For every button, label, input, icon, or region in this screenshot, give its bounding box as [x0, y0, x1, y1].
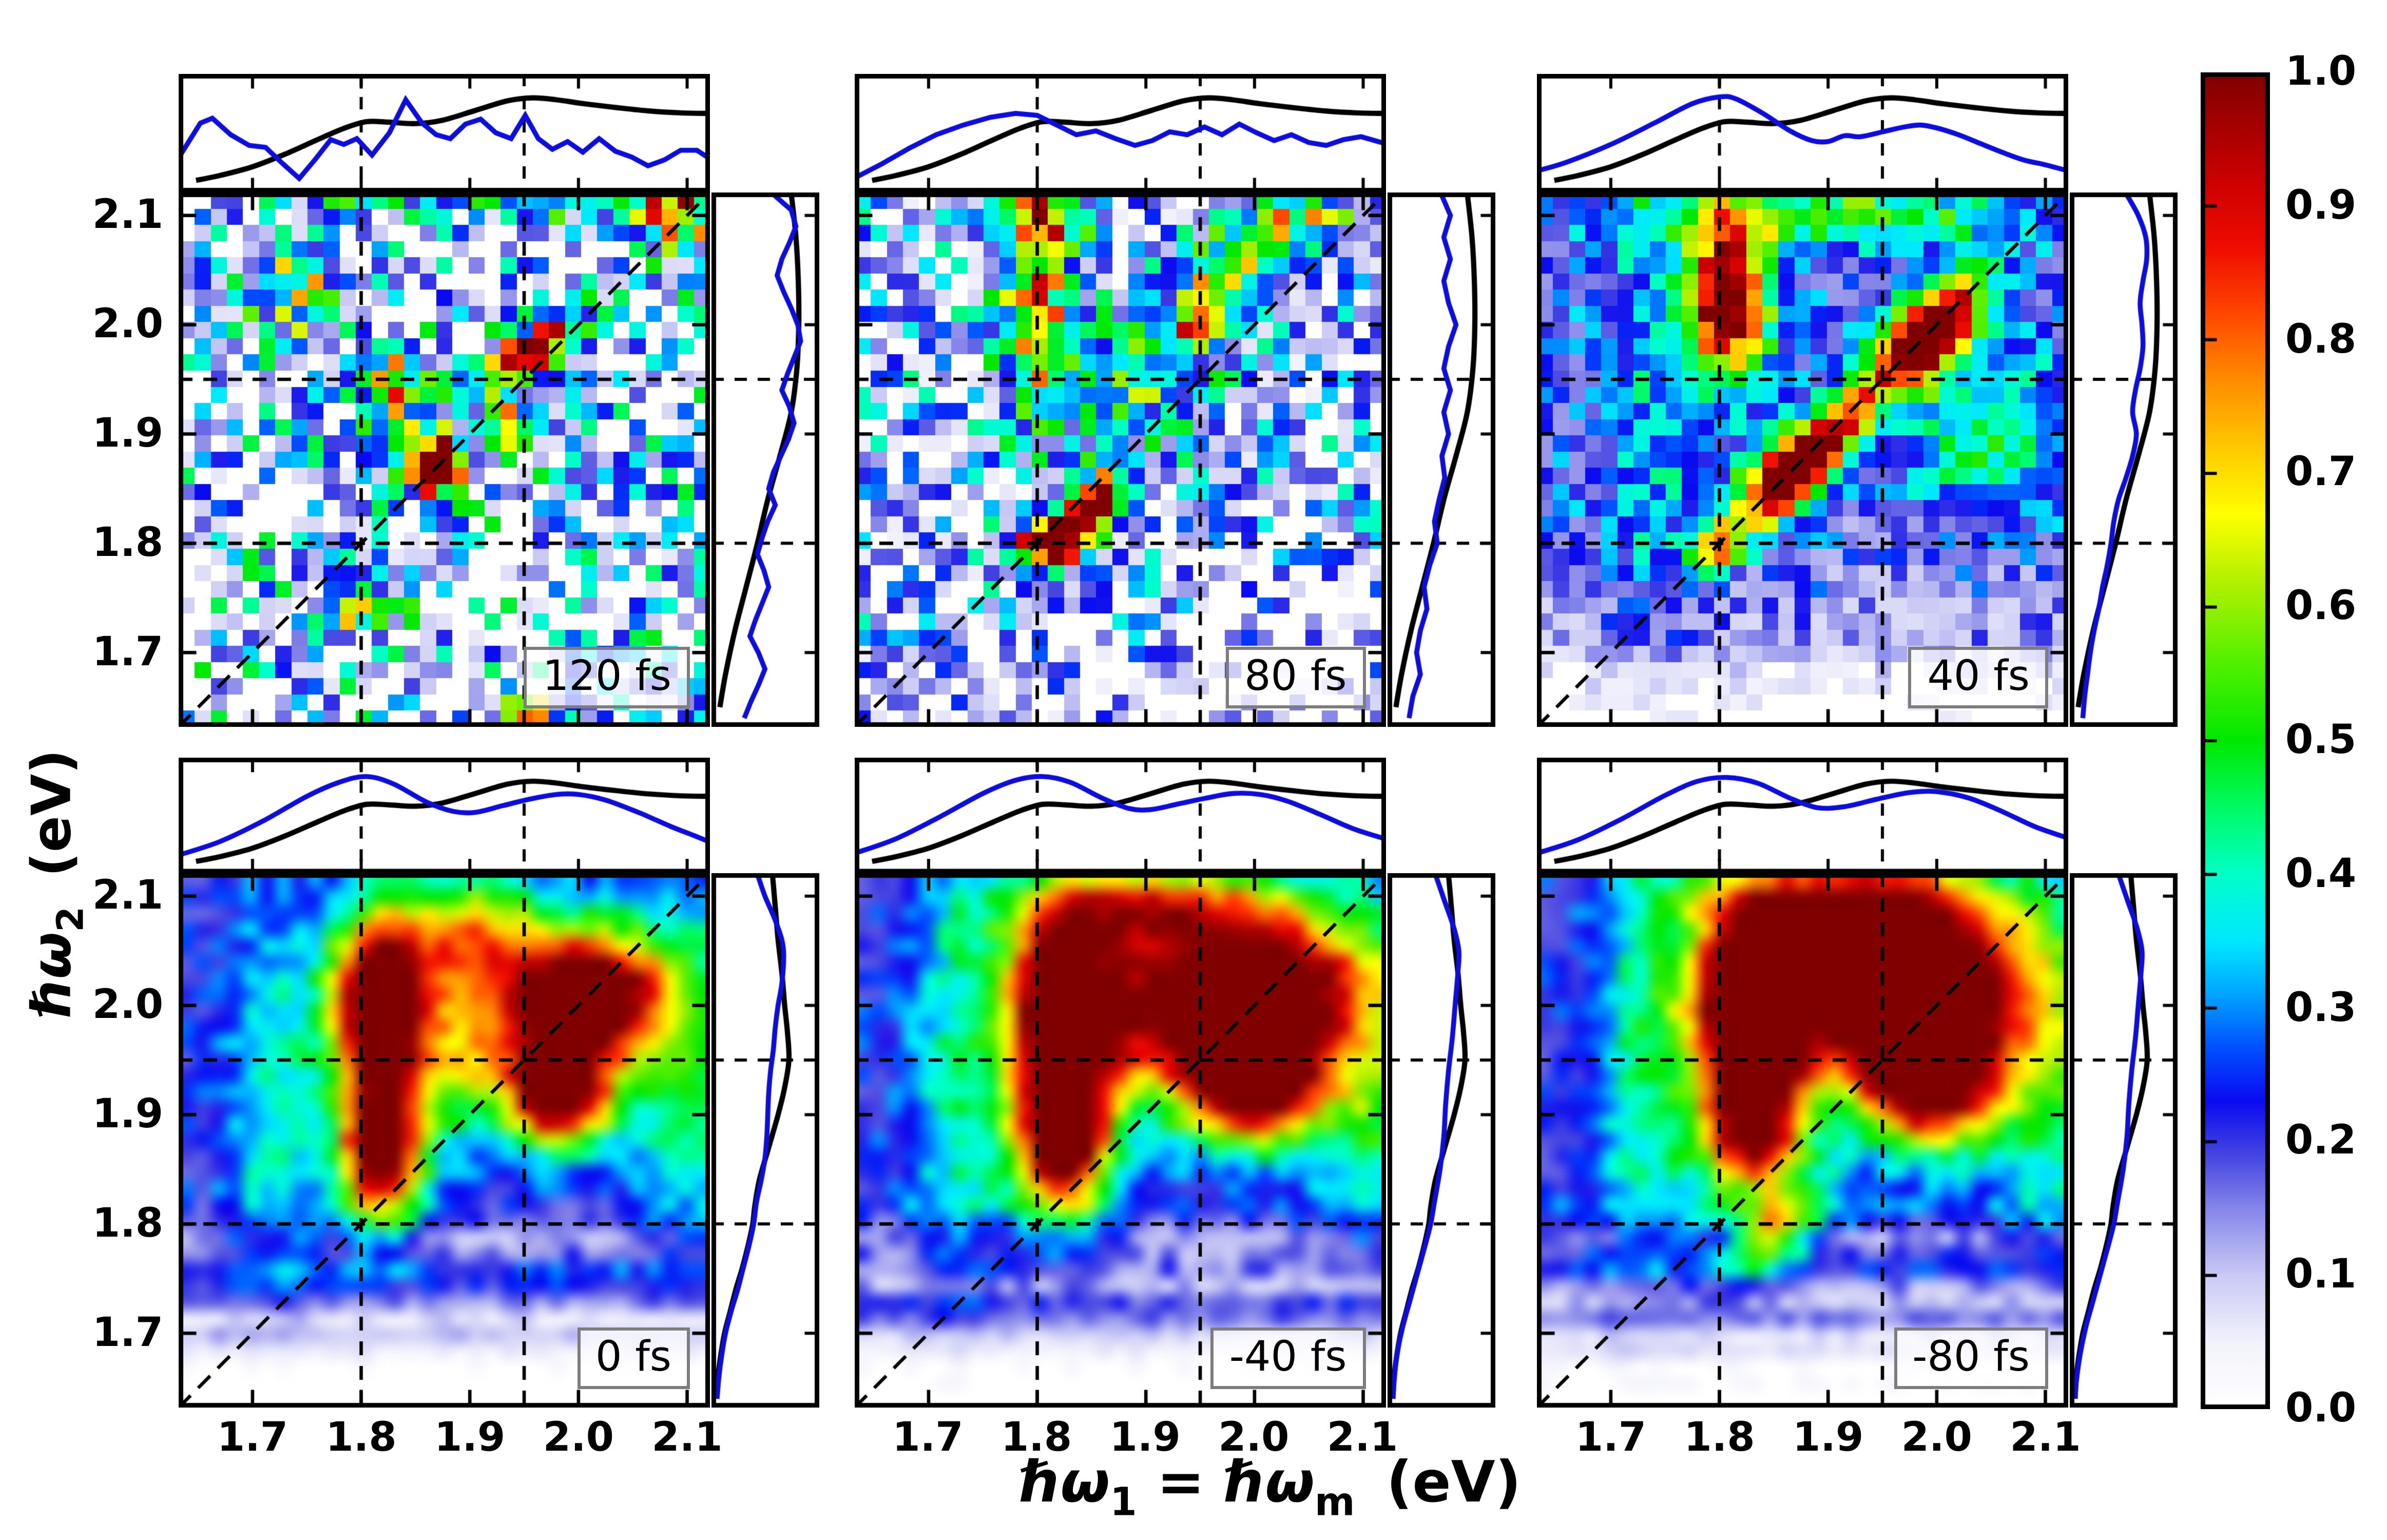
- top-marginal-plot: [179, 757, 710, 874]
- x-tick-label: 1.7: [217, 1415, 288, 1462]
- top-marginal-plot: [1537, 757, 2068, 874]
- time-delay-label: 40 fs: [1909, 646, 2048, 708]
- colorbar-tick-label: 0.6: [2285, 584, 2357, 630]
- y-tick-label: 1.7: [92, 1311, 163, 1357]
- x-label-symbol-1: ℏω: [1019, 1449, 1110, 1515]
- heatmap-panel-0-fs: 0 fs 1.7 1.8 1.9 2.0 2.1 1.7 1.8 1.9 2.0 2.1: [92, 757, 819, 1459]
- right-marginal-plot: [2070, 192, 2178, 727]
- x-label-subscript-m: m: [1314, 1479, 1355, 1525]
- x-axis-label: ℏω1 = ℏωm (eV): [886, 1454, 1656, 1522]
- x-tick-label: 1.9: [1109, 1415, 1181, 1462]
- heatmap-canvas: [854, 192, 1385, 727]
- x-tick-label: 2.0: [1218, 1415, 1289, 1462]
- x-tick-label: 2.0: [543, 1415, 614, 1462]
- time-delay-label: -40 fs: [1210, 1327, 1365, 1390]
- heatmap-canvas: [854, 873, 1385, 1408]
- heatmap-canvas: [179, 192, 710, 727]
- y-tick-label: 2.1: [92, 873, 163, 920]
- right-marginal-plot: [1387, 873, 1495, 1408]
- x-label-subscript-1: 1: [1110, 1479, 1137, 1525]
- x-tick-label: 2.0: [1901, 1415, 1972, 1462]
- time-delay-label: -80 fs: [1894, 1327, 2048, 1390]
- colorbar-tick-label: 0.9: [2285, 183, 2357, 229]
- y-tick-label: 1.8: [92, 520, 163, 567]
- x-tick-label: 1.8: [1000, 1415, 1072, 1462]
- x-tick-label: 2.1: [2010, 1415, 2081, 1462]
- colorbar-tick-label: 0.3: [2285, 985, 2357, 1031]
- colorbar-gradient: [2201, 72, 2270, 1409]
- colorbar-tick-label: 0.4: [2285, 851, 2357, 898]
- top-marginal-plot: [179, 74, 710, 192]
- x-tick-label: 2.1: [1326, 1415, 1398, 1462]
- heatmap-canvas: [1537, 873, 2068, 1408]
- y-tick-label: 1.8: [92, 1201, 163, 1248]
- top-marginal-plot: [854, 74, 1385, 192]
- right-marginal-plot: [711, 873, 819, 1408]
- time-delay-label: 80 fs: [1225, 646, 1365, 708]
- colorbar-tick-label: 0.7: [2285, 450, 2357, 497]
- colorbar: 1.0 0.9 0.8 0.7 0.6 0.5 0.4 0.3 0.2 0.1 0.0: [2201, 52, 2385, 1429]
- right-marginal-plot: [2070, 873, 2178, 1408]
- y-tick-label: 1.9: [92, 1092, 163, 1139]
- heatmap-canvas: [179, 873, 710, 1408]
- x-tick-label: 1.7: [1575, 1415, 1646, 1462]
- y-label-unit: (eV): [22, 749, 84, 877]
- y-tick-label: 1.9: [92, 411, 163, 457]
- x-label-symbol-2: ℏω: [1224, 1449, 1315, 1515]
- x-tick-label: 1.8: [325, 1415, 397, 1462]
- time-delay-label: 120 fs: [524, 646, 690, 708]
- heatmap-panel-120-fs: 120 fs 1.7 1.8 1.9 2.0 2.1: [92, 74, 819, 727]
- colorbar-tick-label: 1.0: [2285, 49, 2357, 95]
- y-tick-label: 2.0: [92, 301, 163, 348]
- right-marginal-plot: [1387, 192, 1495, 727]
- y-tick-label: 2.1: [92, 192, 163, 239]
- x-label-equals: =: [1157, 1449, 1205, 1515]
- colorbar-tick-label: 0.8: [2285, 316, 2357, 363]
- top-marginal-plot: [1537, 74, 2068, 192]
- y-tick-label: 1.7: [92, 629, 163, 676]
- heatmap-panel-80-fs: 80 fs: [854, 74, 1495, 727]
- colorbar-tick-label: 0.1: [2285, 1252, 2357, 1299]
- colorbar-tick-label: 0.2: [2285, 1119, 2357, 1165]
- time-delay-label: 0 fs: [576, 1327, 690, 1390]
- top-marginal-plot: [854, 757, 1385, 874]
- x-tick-label: 1.7: [892, 1415, 964, 1462]
- right-marginal-plot: [711, 192, 819, 727]
- heatmap-canvas: [1537, 192, 2068, 727]
- colorbar-tick-label: 0.0: [2285, 1386, 2357, 1432]
- x-tick-label: 2.1: [651, 1415, 723, 1462]
- x-label-unit: (eV): [1386, 1449, 1522, 1515]
- y-tick-label: 2.0: [92, 983, 163, 1029]
- x-tick-label: 1.8: [1684, 1415, 1755, 1462]
- x-tick-label: 1.9: [434, 1415, 506, 1462]
- heatmap-panel--80-fs: -80 fs 1.7 1.8 1.9 2.0 2.1: [1537, 757, 2178, 1459]
- y-label-symbol: ℏω: [22, 932, 84, 1017]
- x-tick-label: 1.9: [1793, 1415, 1864, 1462]
- heatmap-panel--40-fs: -40 fs 1.7 1.8 1.9 2.0 2.1: [854, 757, 1495, 1459]
- heatmap-panel-40-fs: 40 fs: [1537, 74, 2178, 727]
- colorbar-tick-label: 0.5: [2285, 718, 2357, 764]
